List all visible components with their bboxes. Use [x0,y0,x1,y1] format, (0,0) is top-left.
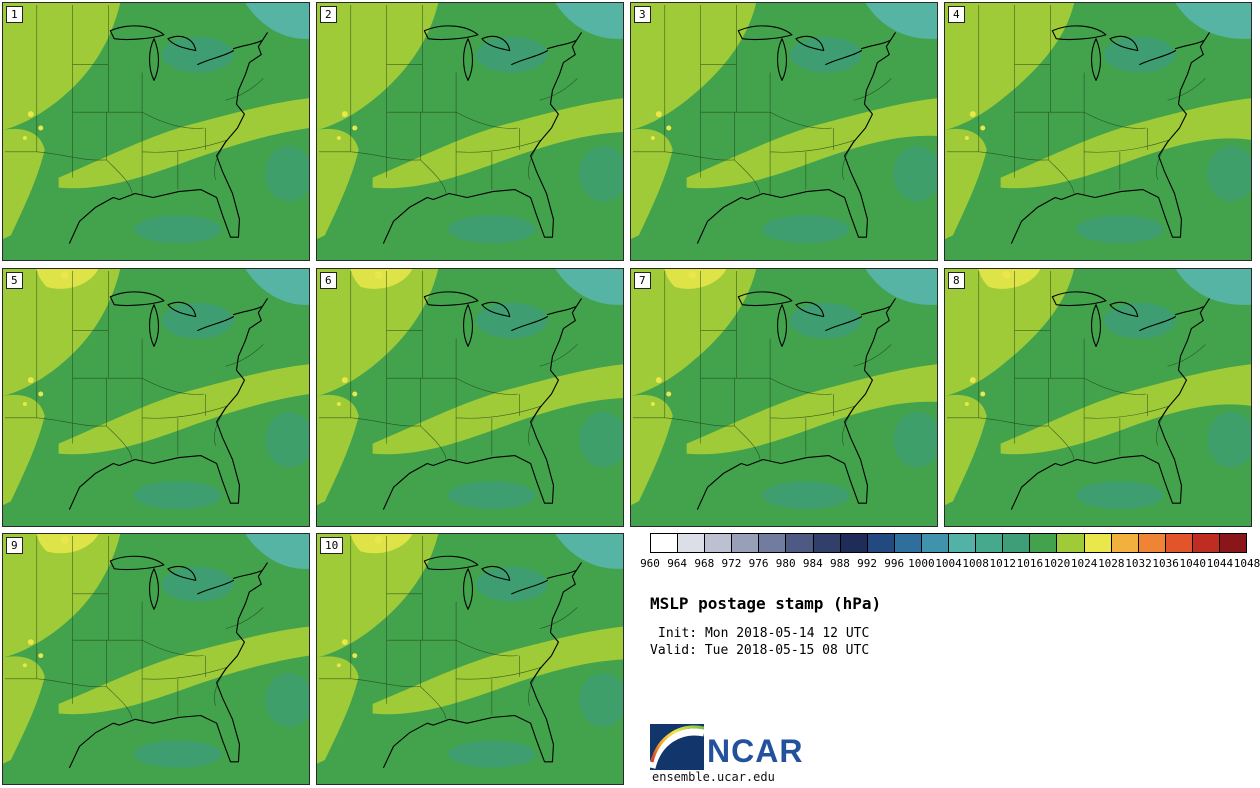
chart-title: MSLP postage stamp (hPa) [650,594,882,613]
mslp-map [631,3,937,260]
colorbar-segment [678,534,706,552]
colorbar-segment [651,534,679,552]
colorbar-tick: 1008 [962,557,989,570]
colorbar-tick: 1004 [935,557,962,570]
colorbar-segment [867,534,895,552]
colorbar-tick-row: 960 964 968 972 976 980 984 988 992 996 1000 1004 10… [640,557,1260,571]
init-time: Init: Mon 2018-05-14 12 UTC [658,626,870,641]
colorbar-tick: 980 [775,557,796,570]
colorbar-segment [759,534,787,552]
valid-time: Valid: Tue 2018-05-15 08 UTC [650,643,870,658]
colorbar-segment [1084,534,1112,552]
colorbar-tick: 976 [748,557,769,570]
colorbar-segment [786,534,814,552]
panel-number-label: 4 [948,6,965,23]
mslp-map [3,534,309,784]
mslp-map [945,269,1251,526]
panel-number-label: 9 [6,537,23,554]
colorbar-tick: 1048 [1233,557,1260,570]
panel-number-label: 3 [634,6,651,23]
colorbar-tick: 972 [721,557,742,570]
ensemble-panel-2: 2 [316,2,624,261]
colorbar-tick: 1024 [1070,557,1098,570]
colorbar-tick: 1040 [1179,557,1206,570]
ensemble-panel-1: 1 [2,2,310,261]
ncar-logo: NCAR [650,724,803,770]
colorbar-segment [705,534,733,552]
colorbar-tick: 1028 [1098,557,1125,570]
colorbar-segment [1138,534,1166,552]
panel-number-label: 1 [6,6,23,23]
mslp-map [317,534,623,784]
colorbar-tick: 968 [694,557,715,570]
colorbar-tick: 960 [640,557,660,570]
colorbar-segment [976,534,1004,552]
colorbar-segment [1111,534,1139,552]
colorbar-tick: 1044 [1206,557,1234,570]
ncar-logo-mark [650,724,704,770]
colorbar-segment [732,534,760,552]
ncar-logo-text: NCAR [707,733,804,769]
ensemble-panel-10: 10 [316,533,624,785]
colorbar [650,533,1247,553]
panel-number-label: 5 [6,272,23,289]
ensemble-panel-8: 8 [944,268,1252,527]
colorbar-tick: 1000 [908,557,935,570]
colorbar-tick: 964 [667,557,688,570]
colorbar-tick: 988 [830,557,850,570]
colorbar-segment [949,534,977,552]
mslp-map [317,269,623,526]
colorbar-tick: 1032 [1125,557,1152,570]
mslp-map [631,269,937,526]
ensemble-panel-4: 4 [944,2,1252,261]
ensemble-panel-9: 9 [2,533,310,785]
panel-number-label: 7 [634,272,651,289]
panel-number-label: 8 [948,272,965,289]
colorbar-tick: 1016 [1016,557,1044,570]
colorbar-tick: 1012 [989,557,1017,570]
mslp-map [3,3,309,260]
colorbar-segment [1057,534,1085,552]
colorbar-segment [1192,534,1220,552]
colorbar-tick: 1036 [1152,557,1179,570]
colorbar-segment [840,534,868,552]
colorbar-segment [1003,534,1031,552]
colorbar-tick: 996 [884,557,905,570]
colorbar-segment [894,534,922,552]
colorbar-segment [1030,534,1058,552]
colorbar-segment [813,534,841,552]
mslp-map [3,269,309,526]
mslp-map [945,3,1251,260]
ensemble-panel-6: 6 [316,268,624,527]
panel-number-label: 6 [320,272,337,289]
colorbar-segment [1219,534,1247,552]
colorbar-tick: 992 [857,557,878,570]
mslp-map [317,3,623,260]
colorbar-segment [921,534,950,552]
colorbar-segment [1165,534,1193,552]
ensemble-panel-3: 3 [630,2,938,261]
colorbar-tick: 984 [802,557,823,570]
panel-number-label: 10 [320,537,344,554]
colorbar-tick: 1020 [1043,557,1071,570]
ensemble-panel-7: 7 [630,268,938,527]
site-url: ensemble.ucar.edu [652,770,775,784]
ensemble-panel-5: 5 [2,268,310,527]
panel-number-label: 2 [320,6,337,23]
